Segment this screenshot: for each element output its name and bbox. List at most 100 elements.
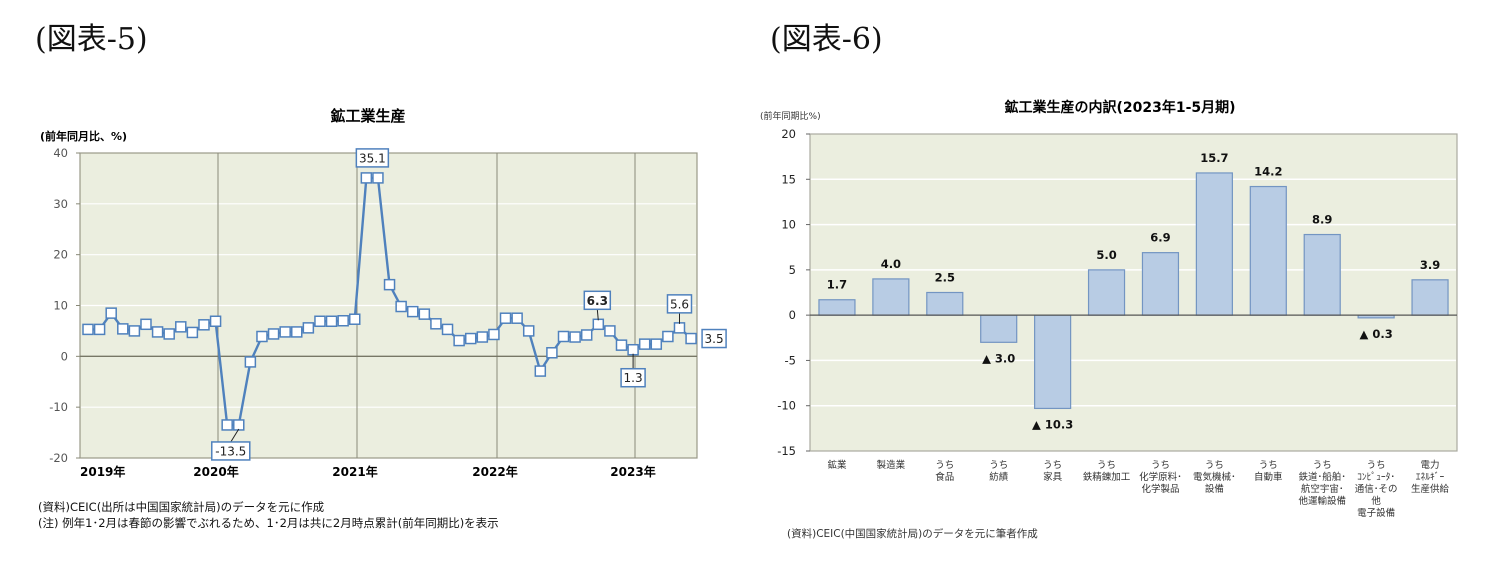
- data-marker: [82, 323, 94, 336]
- annotation-label: 1.3: [624, 371, 643, 385]
- annotation-leader: [230, 428, 240, 443]
- bar: [1141, 252, 1180, 316]
- data-marker: [499, 312, 512, 324]
- y-tick-label: 20: [53, 248, 68, 262]
- bar-value-label: 4.0: [881, 257, 901, 271]
- figure-label-5: (図表-5): [35, 22, 148, 57]
- data-marker: [511, 312, 523, 324]
- category-label: 電力: [1421, 459, 1440, 471]
- annotation-label: 35.1: [359, 151, 386, 165]
- data-marker: [453, 334, 465, 347]
- bar: [1249, 185, 1287, 316]
- data-marker: [464, 332, 477, 345]
- bar: [1303, 233, 1341, 316]
- category-label: 鉄精錬加工: [1083, 471, 1131, 483]
- data-marker: [383, 278, 396, 291]
- data-marker: [93, 323, 106, 336]
- data-marker: [592, 318, 605, 331]
- bar-chart-production-breakdown: 鉱工業生産の内訳(2023年1-5月期) (前年同期比%) 20 15 10 5 0 -5 -1…: [760, 99, 1458, 519]
- category-label: ｺﾝﾋﾟｭｰﾀ･: [1357, 472, 1395, 483]
- data-marker: [615, 339, 628, 351]
- data-marker: [604, 325, 616, 337]
- bar-value-label: 2.5: [935, 271, 955, 285]
- data-marker: [175, 321, 187, 333]
- data-marker: [198, 319, 210, 331]
- annotation-box: [701, 328, 727, 349]
- category-label: うち: [1151, 460, 1170, 471]
- data-marker: [406, 305, 419, 318]
- line-chart-y-axis-label: (前年同月比、%): [40, 129, 127, 143]
- line-chart-title: 鉱工業生産: [330, 107, 405, 125]
- category-label: 家具: [1043, 471, 1063, 483]
- category-label: 他: [1371, 495, 1381, 507]
- y-tick-label: 30: [53, 197, 68, 211]
- y-tick-label: 5: [789, 263, 796, 277]
- data-marker: [360, 172, 373, 184]
- category-label: 生産供給: [1411, 483, 1450, 495]
- data-marker: [488, 328, 500, 341]
- data-marker: [534, 365, 547, 377]
- bar-value-label: ▲ 10.3: [1032, 417, 1073, 431]
- bar: [926, 291, 964, 316]
- annotation-box: [666, 294, 693, 314]
- category-label: 食品: [935, 471, 954, 483]
- bar: [872, 278, 910, 316]
- data-marker: [569, 331, 581, 343]
- annotation-box: [211, 441, 251, 461]
- bar: [1195, 172, 1233, 316]
- bar-chart-y-axis-label: (前年同期比%): [760, 110, 821, 122]
- figure-label-6: (図表-6): [770, 22, 883, 57]
- data-marker: [638, 338, 651, 350]
- y-tick-label: 0: [789, 308, 796, 322]
- bar-value-label: 3.9: [1420, 258, 1440, 272]
- x-tick-label: 2021年: [332, 464, 377, 479]
- data-marker: [418, 308, 431, 320]
- data-marker: [233, 419, 245, 431]
- category-label: うち: [1367, 460, 1386, 471]
- category-label: うち: [1043, 460, 1062, 471]
- category-label: 化学製品: [1141, 483, 1179, 495]
- category-label: 航空宇宙･: [1301, 483, 1344, 495]
- data-marker: [291, 326, 303, 338]
- data-marker: [627, 343, 639, 356]
- category-label: 電子設備: [1357, 507, 1395, 519]
- data-marker: [128, 325, 141, 337]
- data-marker: [557, 330, 570, 343]
- bar-value-label: 5.0: [1096, 248, 1116, 262]
- annotation-label: 5.6: [670, 297, 689, 311]
- bar: [1411, 279, 1449, 316]
- x-tick-label: 2023年: [610, 464, 655, 479]
- category-label: うち: [1259, 460, 1278, 471]
- plot-area: [809, 133, 1458, 452]
- bar: [818, 299, 856, 316]
- data-marker: [117, 323, 129, 335]
- data-marker: [395, 300, 407, 313]
- category-label: 電気機械･: [1193, 471, 1236, 483]
- y-tick-label: -20: [49, 451, 68, 465]
- data-marker: [267, 328, 280, 340]
- right-source-note: (資料)CEIC(中国国家統計局)のデータを元に筆者作成: [787, 528, 1038, 540]
- data-marker: [673, 322, 686, 334]
- bar: [1034, 314, 1072, 410]
- x-tick-label: 2019年: [80, 464, 125, 479]
- category-label: うち: [989, 460, 1008, 471]
- data-marker: [430, 318, 442, 330]
- annotation-box: [620, 367, 646, 388]
- data-marker: [580, 329, 593, 341]
- annotation-label: -13.5: [215, 444, 246, 458]
- data-marker: [476, 331, 489, 343]
- annotation-box: [583, 290, 612, 311]
- y-tick-label: 0: [61, 349, 68, 363]
- category-label: 化学原料･: [1139, 471, 1182, 483]
- category-label: うち: [1205, 460, 1224, 471]
- data-marker: [186, 326, 199, 339]
- data-marker: [325, 315, 338, 328]
- data-marker: [441, 323, 454, 336]
- data-marker: [279, 326, 291, 338]
- data-marker: [685, 332, 697, 345]
- category-label: 自動車: [1254, 471, 1283, 483]
- data-marker: [163, 328, 175, 340]
- y-tick-label: 20: [781, 127, 796, 141]
- annotation-leader: [596, 309, 599, 321]
- annotation-label: 3.5: [705, 332, 724, 346]
